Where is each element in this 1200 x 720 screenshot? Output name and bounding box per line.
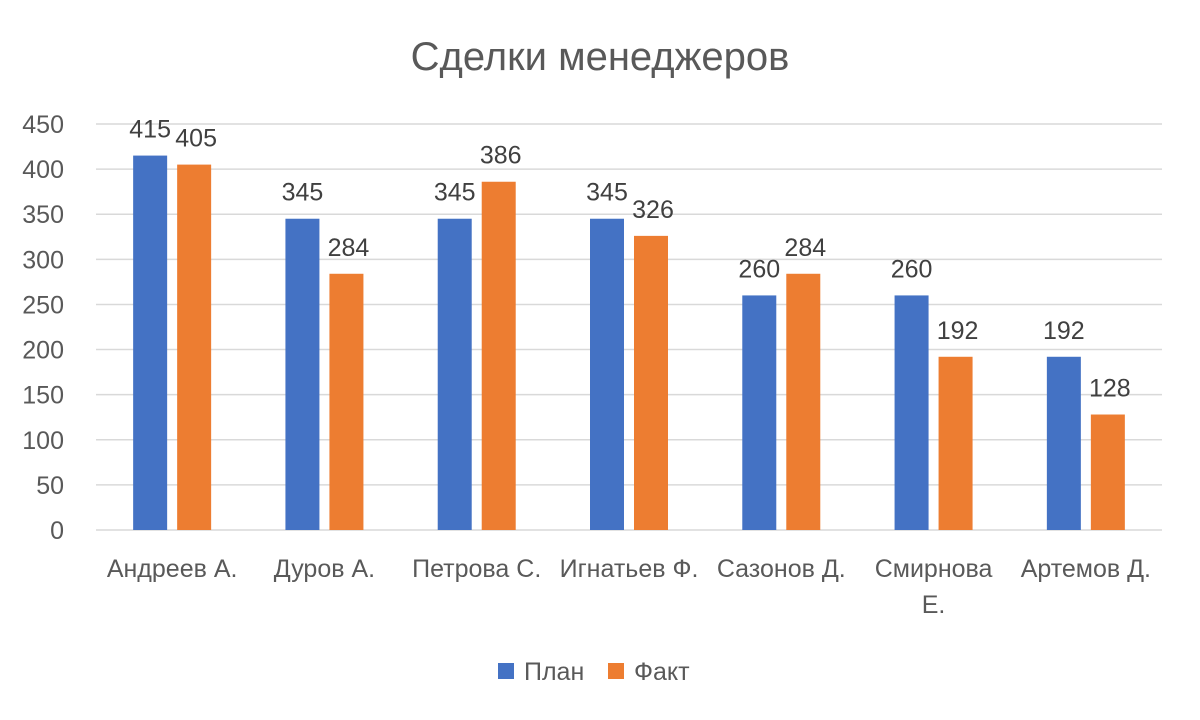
data-label: 192 — [1043, 317, 1085, 345]
category-label: Андреев А. — [107, 555, 238, 583]
gridlines — [96, 123, 1162, 531]
category-label: Игнатьев Ф. — [560, 555, 699, 583]
y-tick-label: 150 — [22, 382, 64, 410]
data-label: 405 — [175, 125, 217, 153]
y-tick-label: 450 — [22, 111, 64, 139]
category-label: Артемов Д. — [1021, 555, 1151, 583]
data-label: 284 — [784, 234, 826, 262]
y-tick-label: 0 — [50, 517, 64, 545]
category-label: Дуров А. — [274, 555, 375, 583]
bar-plan — [1046, 356, 1081, 530]
data-label: 260 — [891, 255, 933, 283]
data-label: 345 — [282, 179, 324, 207]
y-tick-label: 400 — [22, 156, 64, 184]
y-tick-label: 300 — [22, 246, 64, 274]
bar-plan — [742, 295, 777, 530]
y-axis-ticks: 0 50 100 150 200 250 300 350 400 450 — [22, 111, 64, 545]
bar-fact — [938, 356, 973, 530]
bar-plan — [133, 155, 168, 531]
legend: План Факт — [498, 658, 690, 686]
data-label: 345 — [434, 179, 476, 207]
bar-plan — [590, 218, 624, 530]
chart-title: Сделки менеджеров — [411, 35, 790, 79]
bar-plan — [894, 295, 929, 530]
data-label: 284 — [328, 234, 370, 262]
data-label: 128 — [1089, 375, 1131, 403]
bar-fact — [481, 181, 516, 530]
legend-swatch — [608, 663, 624, 679]
y-tick-label: 50 — [36, 472, 64, 500]
data-label: 192 — [937, 317, 979, 345]
y-tick-label: 100 — [22, 427, 64, 455]
y-tick-label: 250 — [22, 291, 64, 319]
bar-fact — [634, 235, 668, 530]
legend-label: Факт — [634, 658, 690, 686]
category-label: Смирнова — [875, 555, 993, 583]
data-label: 345 — [586, 179, 628, 207]
category-label: Петрова С. — [412, 555, 541, 583]
category-label: Сазонов Д. — [717, 555, 846, 583]
data-label: 326 — [632, 196, 674, 224]
bar-plan — [437, 218, 472, 530]
data-label: 415 — [129, 116, 171, 144]
bar-fact — [329, 273, 364, 530]
bar-fact — [177, 164, 212, 530]
bar-fact — [786, 273, 821, 530]
x-axis-categories: Андреев А. Дуров А. Петрова С. Игнатьев Ф. С… — [107, 555, 1151, 619]
category-label: Е. — [922, 591, 946, 619]
data-label: 386 — [480, 142, 522, 170]
y-tick-label: 200 — [22, 337, 64, 365]
bar-plan — [285, 218, 320, 530]
bar-fact — [1090, 414, 1125, 530]
bars — [133, 155, 1125, 531]
legend-label: План — [524, 658, 584, 686]
y-tick-label: 350 — [22, 201, 64, 229]
legend-swatch — [498, 663, 514, 679]
data-label: 260 — [738, 255, 780, 283]
